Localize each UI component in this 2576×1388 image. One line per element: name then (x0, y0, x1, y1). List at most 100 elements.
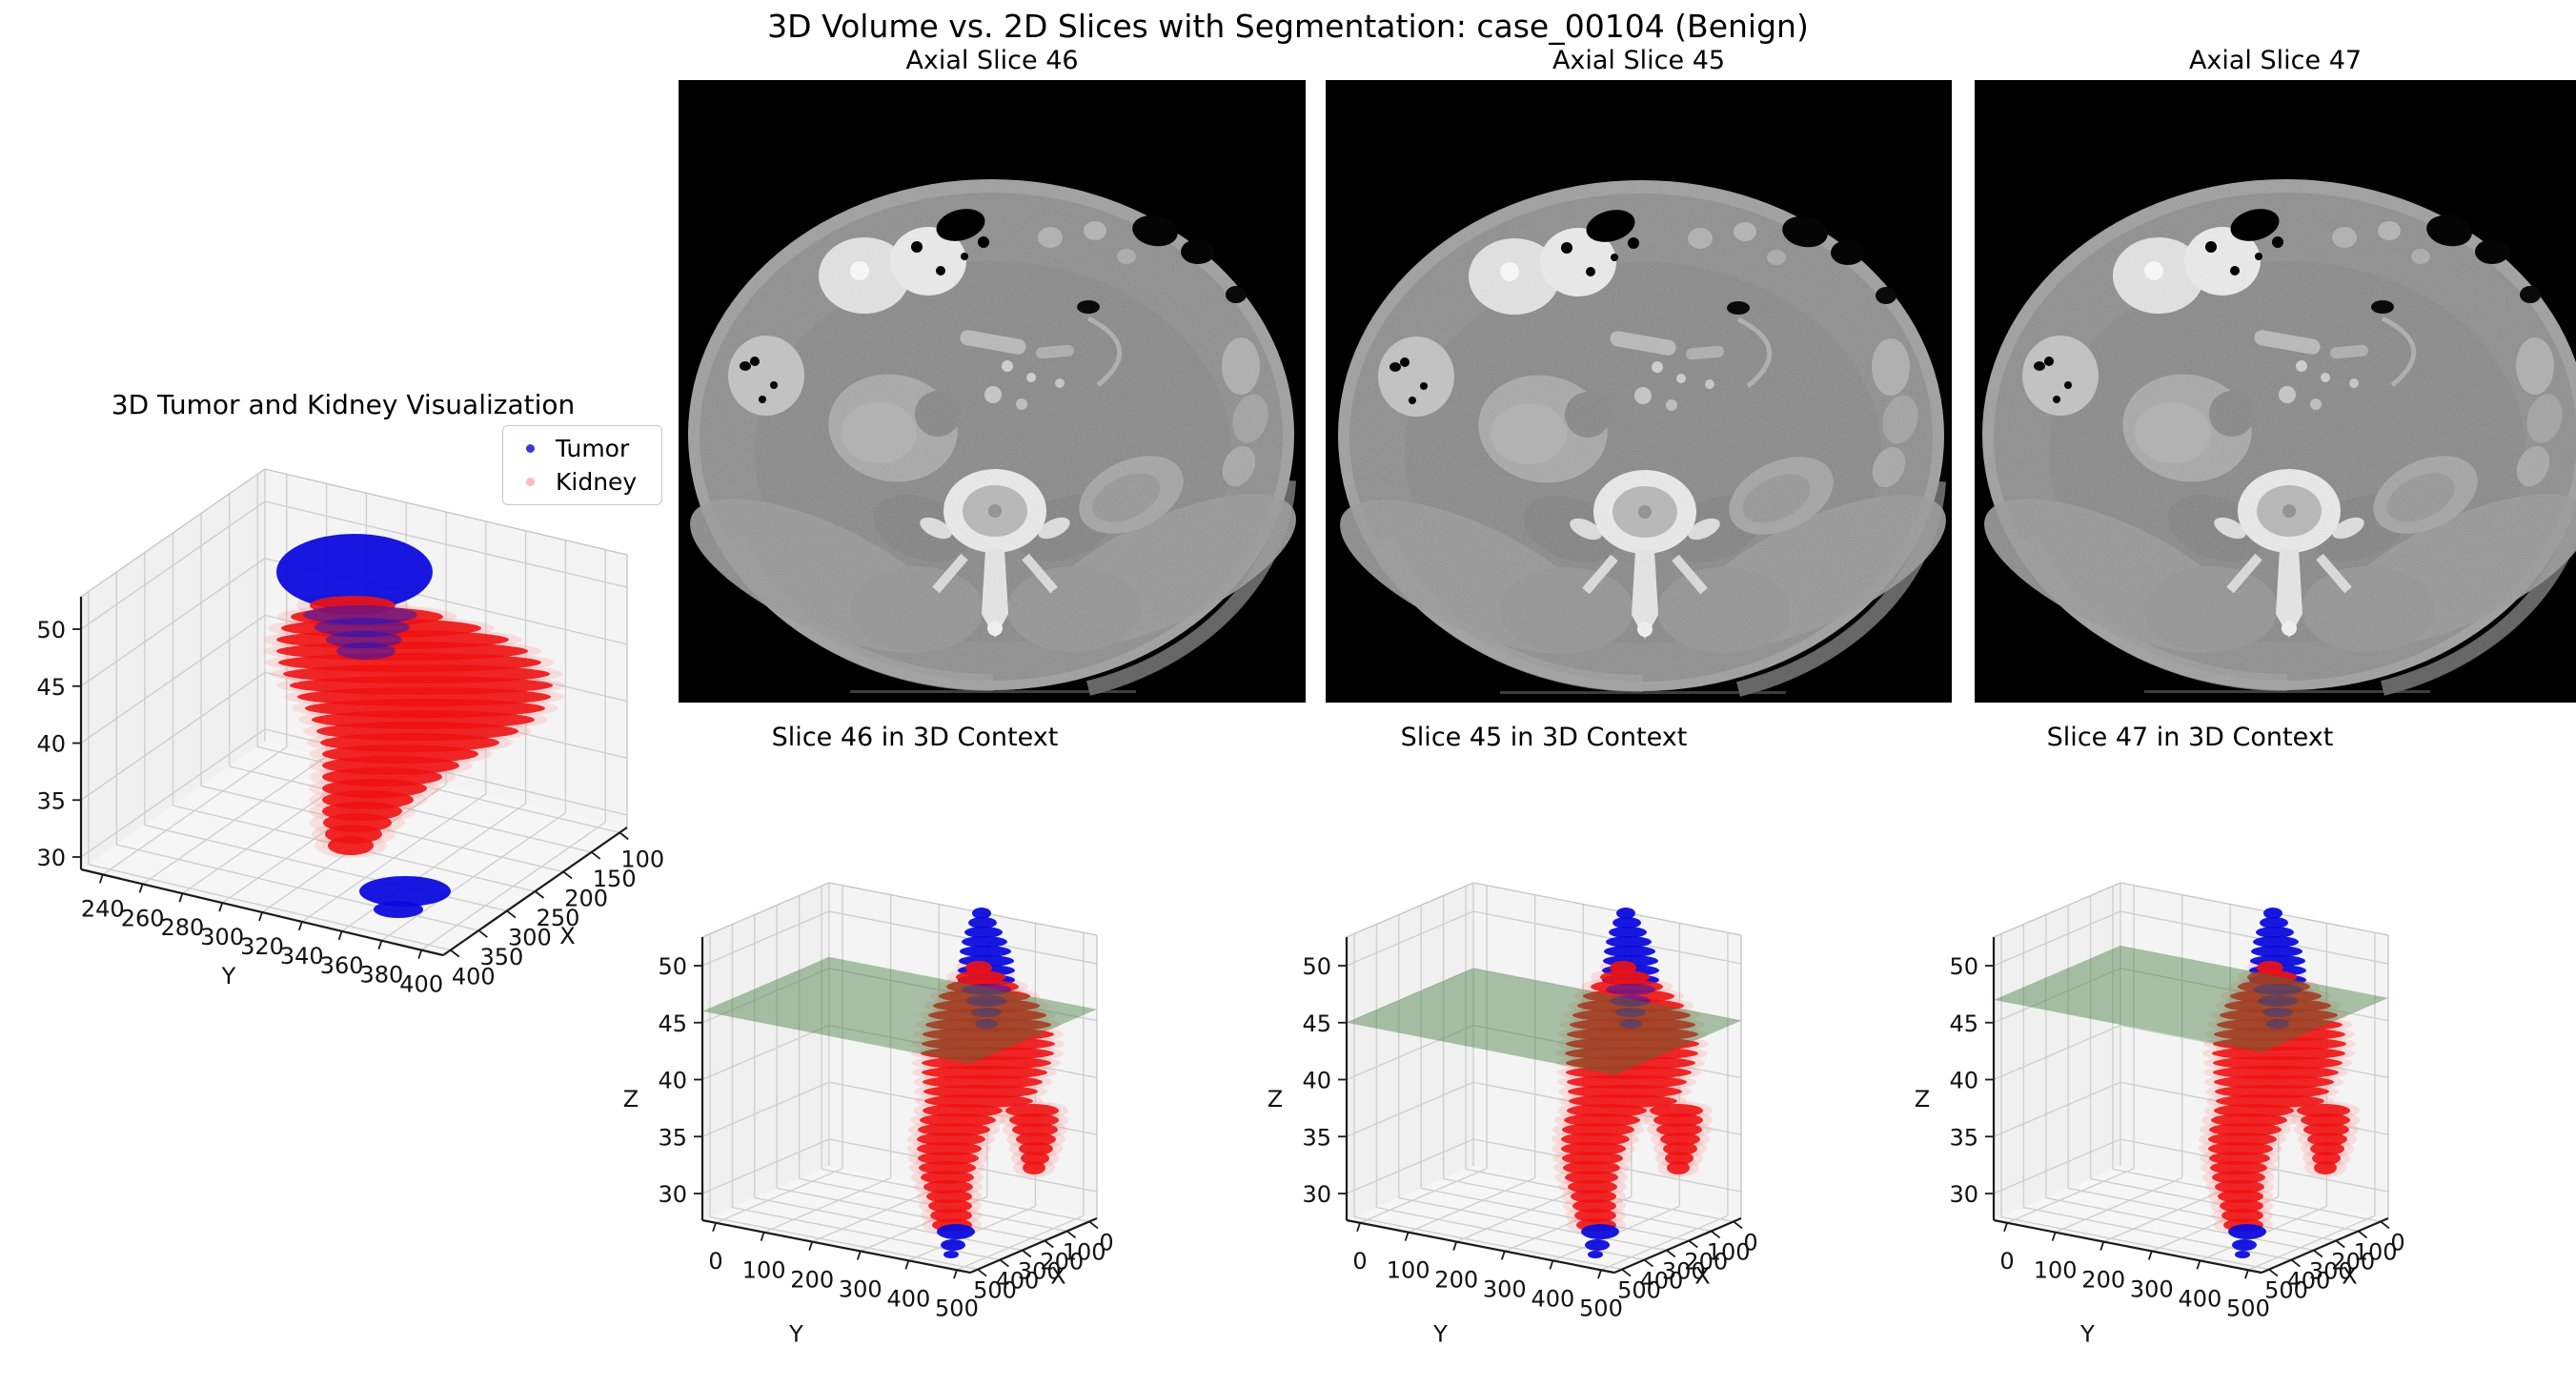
z-tick-label: 30 (658, 1181, 687, 1208)
tick-mark (2313, 1249, 2323, 1258)
y-axis-label: Y (221, 963, 236, 990)
grid-line (116, 844, 479, 931)
scatter-blob (1023, 1161, 1045, 1174)
x-tick-label: 250 (537, 905, 580, 931)
grid-line (1346, 910, 1474, 967)
scatter-blob (923, 1085, 1038, 1098)
grid-line (264, 468, 628, 556)
scatter-blob (1568, 1085, 1682, 1098)
z-tick-label: 40 (36, 731, 66, 758)
x-axis-spine (969, 1216, 1098, 1275)
grid-line (1455, 1186, 1584, 1243)
grid-line (1993, 1024, 2121, 1081)
grid-line (701, 1024, 830, 1081)
tick-mark (258, 911, 263, 922)
scatter-blob (2208, 1142, 2273, 1155)
grid-line (715, 1168, 843, 1224)
tick-mark (1621, 1268, 1632, 1277)
z-tick-label: 30 (36, 845, 66, 871)
tick-mark (2380, 1220, 2390, 1230)
grid-line (229, 765, 592, 853)
scatter-blob (1611, 995, 1651, 1007)
y-tick-label: 100 (2034, 1257, 2078, 1284)
y-tick-label: 0 (1352, 1248, 1367, 1275)
tick-mark (377, 940, 383, 949)
z-tick-label: 45 (1949, 1010, 1978, 1037)
x-axis-label: X (1694, 1263, 1710, 1290)
z-tick-label: 40 (658, 1068, 687, 1094)
tick-mark (619, 831, 629, 841)
grid-line (1398, 1196, 1667, 1252)
x-tick-label: 200 (564, 885, 608, 911)
tick-mark (297, 921, 303, 931)
tick-mark (1500, 1251, 1506, 1260)
scatter-blob (1572, 1199, 1616, 1213)
x-tick-label: 100 (620, 846, 664, 872)
y-tick-label: 300 (2130, 1276, 2174, 1302)
z-tick-label: 50 (36, 617, 66, 643)
scatter-blob (1566, 1056, 1695, 1070)
scatter-blob (966, 995, 1006, 1007)
y-axis-label: Y (1432, 1321, 1448, 1348)
scatter-blob (923, 1028, 1054, 1041)
tick-mark (2147, 1251, 2153, 1260)
tick-mark (712, 1222, 717, 1233)
scatter-blob (326, 631, 402, 648)
y-tick-label: 500 (1579, 1295, 1623, 1321)
scatter-blob (314, 618, 410, 637)
x-tick-label: 100 (2354, 1238, 2398, 1265)
scatter-blob (968, 917, 997, 929)
y-tick-label: 0 (1999, 1248, 2014, 1275)
grid-line (701, 1081, 830, 1137)
tick-mark (337, 930, 343, 941)
tick-mark (477, 929, 488, 938)
x-axis-label: X (559, 923, 575, 949)
scatter-blob (923, 1075, 1043, 1089)
tick-mark (178, 892, 184, 903)
main-3d-plot: 5045403530240260280300320340360380400100… (36, 468, 664, 998)
scatter-blob (943, 1251, 959, 1258)
scatter-blob (941, 1239, 965, 1251)
y-tick-label: 400 (399, 971, 443, 998)
scatter-blob (971, 1008, 1002, 1017)
scatter-blob (1613, 917, 1641, 929)
scatter-blob (1588, 1251, 1603, 1258)
z-tick-label: 40 (1949, 1068, 1978, 1094)
scatter-blob (1012, 1123, 1058, 1136)
y-axis-spine (1993, 1218, 2262, 1275)
grid-line (828, 882, 1098, 936)
scatter-blob (922, 1037, 1055, 1051)
scatter-blob (2253, 984, 2302, 995)
scatter-blob (1009, 1113, 1059, 1127)
grid-line (1346, 1024, 1474, 1081)
grid-line (1472, 882, 1742, 936)
scatter-blob (1561, 1142, 1626, 1155)
y-tick-label: 300 (1483, 1276, 1527, 1302)
grid-line (1408, 1177, 1535, 1234)
scatter-blob (359, 876, 451, 907)
y-tick-label: 360 (320, 952, 364, 979)
context-plot-47-title: Slice 47 in 3D Context (2046, 723, 2334, 752)
tick-mark (2335, 1239, 2345, 1249)
scatter-blob (1564, 1113, 1640, 1127)
y-tick-label: 340 (280, 943, 324, 970)
grid-line (2045, 1196, 2314, 1252)
tick-mark (808, 1241, 814, 1251)
tick-mark (856, 1251, 862, 1260)
scatter-blob (1619, 1019, 1642, 1029)
scatter-blob (2232, 1239, 2257, 1251)
scatter-blob (2210, 1161, 2267, 1174)
y-tick-label: 320 (240, 933, 284, 960)
scatter-blob (937, 1224, 975, 1239)
x-tick-label: 300 (1662, 1258, 1706, 1285)
scatter-blob (2262, 1008, 2293, 1017)
tick-mark (138, 884, 144, 893)
x-tick-label: 400 (2286, 1268, 2330, 1295)
grid-line (2055, 1177, 2182, 1234)
x-tick-label: 300 (2309, 1258, 2353, 1285)
z-tick-label: 35 (36, 787, 66, 814)
pane (702, 883, 829, 1220)
grid-line (1346, 1081, 1474, 1137)
y-tick-label: 240 (81, 895, 125, 922)
